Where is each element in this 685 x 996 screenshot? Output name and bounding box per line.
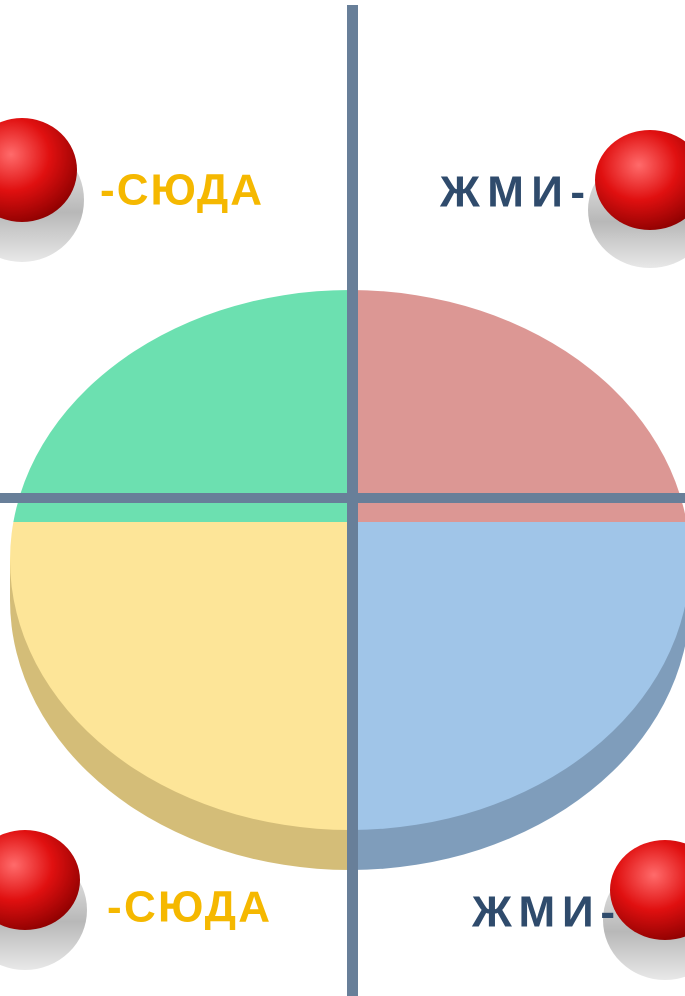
button-label: ЖМИ- xyxy=(471,888,615,937)
button-label: -СЮДА xyxy=(100,166,262,215)
button-label: -СЮДА xyxy=(107,883,270,932)
button-label: ЖМИ- xyxy=(439,168,585,217)
button[interactable] xyxy=(588,130,685,268)
button[interactable] xyxy=(0,118,84,262)
illustration: -СЮДА ЖМИ- -СЮДА ЖМИ- xyxy=(0,0,685,996)
button[interactable] xyxy=(0,830,87,970)
button[interactable] xyxy=(603,840,685,980)
horizontal-divider xyxy=(0,493,685,503)
